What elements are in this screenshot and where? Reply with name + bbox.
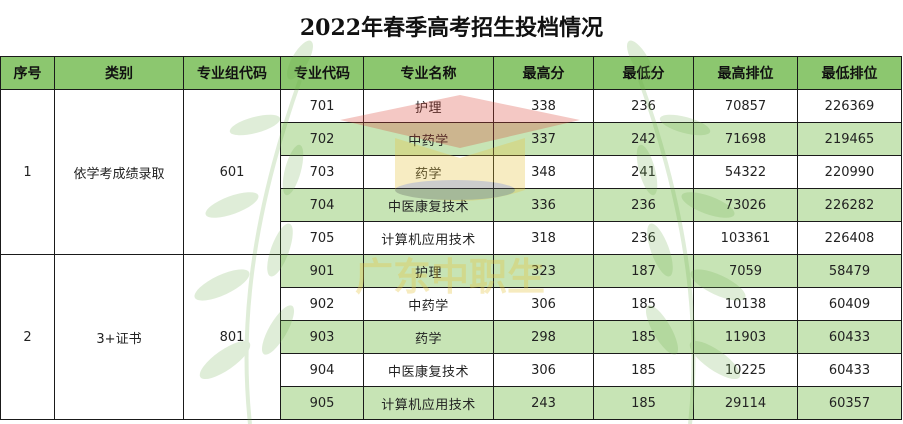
min-score: 236 (593, 221, 694, 255)
max-rank: 71698 (693, 122, 798, 156)
group-code: 801 (183, 254, 281, 420)
max-score: 306 (493, 353, 594, 387)
major-code: 901 (280, 254, 364, 288)
major-code: 905 (280, 386, 364, 420)
min-score: 185 (593, 386, 694, 420)
table-row: 703 药学 348 241 54322 220990 (1, 155, 902, 189)
page-title: 2022年春季高考招生投档情况 (299, 15, 604, 41)
group-code: 601 (183, 89, 281, 255)
header-min-score: 最低分 (593, 56, 694, 90)
min-score: 236 (593, 188, 694, 222)
table-row: 1 依学考成绩录取 601 701 护理 338 236 70857 22636… (0, 89, 902, 255)
min-rank: 60433 (797, 353, 902, 387)
major-code: 702 (280, 122, 364, 156)
major-code: 903 (280, 320, 364, 354)
min-score: 187 (593, 254, 694, 288)
min-score: 185 (593, 287, 694, 321)
max-score: 318 (493, 221, 594, 255)
min-rank: 220990 (797, 155, 902, 189)
major-name: 护理 (363, 89, 494, 123)
min-score: 185 (593, 353, 694, 387)
min-rank: 60433 (797, 320, 902, 354)
max-rank: 73026 (693, 188, 798, 222)
major-name: 中医康复技术 (363, 188, 494, 222)
min-rank: 58479 (797, 254, 902, 288)
major-name: 计算机应用技术 (363, 386, 494, 420)
min-rank: 226408 (797, 221, 902, 255)
major-code: 704 (280, 188, 364, 222)
header-group-code: 专业组代码 (183, 56, 281, 90)
min-rank: 219465 (797, 122, 902, 156)
major-name: 中药学 (363, 287, 494, 321)
min-score: 236 (593, 89, 694, 123)
major-name: 药学 (363, 320, 494, 354)
max-score: 338 (493, 89, 594, 123)
table-row: 702 中药学 337 242 71698 219465 (1, 122, 902, 156)
max-rank: 29114 (693, 386, 798, 420)
max-rank: 10138 (693, 287, 798, 321)
table-row: 2 3+证书 801 901 护理 323 187 7059 58479 (0, 254, 902, 420)
table-row: 903 药学 298 185 11903 60433 (1, 320, 902, 354)
header-min-rank: 最低排位 (797, 56, 902, 90)
max-rank: 103361 (693, 221, 798, 255)
major-code: 902 (280, 287, 364, 321)
table-header-row: 序号 类别 专业组代码 专业代码 专业名称 最高分 最低分 最高排位 最低排位 (0, 56, 902, 90)
major-name: 计算机应用技术 (363, 221, 494, 255)
group-category: 3+证书 (54, 254, 184, 420)
admission-table: 序号 类别 专业组代码 专业代码 专业名称 最高分 最低分 最高排位 最低排位 … (0, 56, 902, 420)
max-score: 348 (493, 155, 594, 189)
max-rank: 10225 (693, 353, 798, 387)
header-category: 类别 (54, 56, 184, 90)
major-code: 701 (280, 89, 364, 123)
min-rank: 226282 (797, 188, 902, 222)
table-row: 704 中医康复技术 336 236 73026 226282 (1, 188, 902, 222)
min-rank: 60409 (797, 287, 902, 321)
min-score: 185 (593, 320, 694, 354)
table-row: 904 中医康复技术 306 185 10225 60433 (1, 353, 902, 387)
min-score: 242 (593, 122, 694, 156)
major-code: 703 (280, 155, 364, 189)
max-rank: 11903 (693, 320, 798, 354)
max-score: 298 (493, 320, 594, 354)
group-seq: 2 (0, 254, 55, 420)
max-score: 323 (493, 254, 594, 288)
major-code: 705 (280, 221, 364, 255)
max-score: 306 (493, 287, 594, 321)
header-max-score: 最高分 (493, 56, 594, 90)
group-category: 依学考成绩录取 (54, 89, 184, 255)
max-rank: 54322 (693, 155, 798, 189)
header-major-code: 专业代码 (280, 56, 364, 90)
max-score: 337 (493, 122, 594, 156)
header-major-name: 专业名称 (363, 56, 494, 90)
major-name: 护理 (363, 254, 494, 288)
min-rank: 226369 (797, 89, 902, 123)
major-name: 中医康复技术 (363, 353, 494, 387)
min-rank: 60357 (797, 386, 902, 420)
table-row: 705 计算机应用技术 318 236 103361 226408 (1, 221, 902, 255)
table-row: 905 计算机应用技术 243 185 29114 60357 (1, 386, 902, 420)
max-score: 243 (493, 386, 594, 420)
header-seq: 序号 (0, 56, 55, 90)
min-score: 241 (593, 155, 694, 189)
max-rank: 70857 (693, 89, 798, 123)
header-max-rank: 最高排位 (693, 56, 798, 90)
major-name: 药学 (363, 155, 494, 189)
max-score: 336 (493, 188, 594, 222)
group-seq: 1 (0, 89, 55, 255)
max-rank: 7059 (693, 254, 798, 288)
major-code: 904 (280, 353, 364, 387)
major-name: 中药学 (363, 122, 494, 156)
